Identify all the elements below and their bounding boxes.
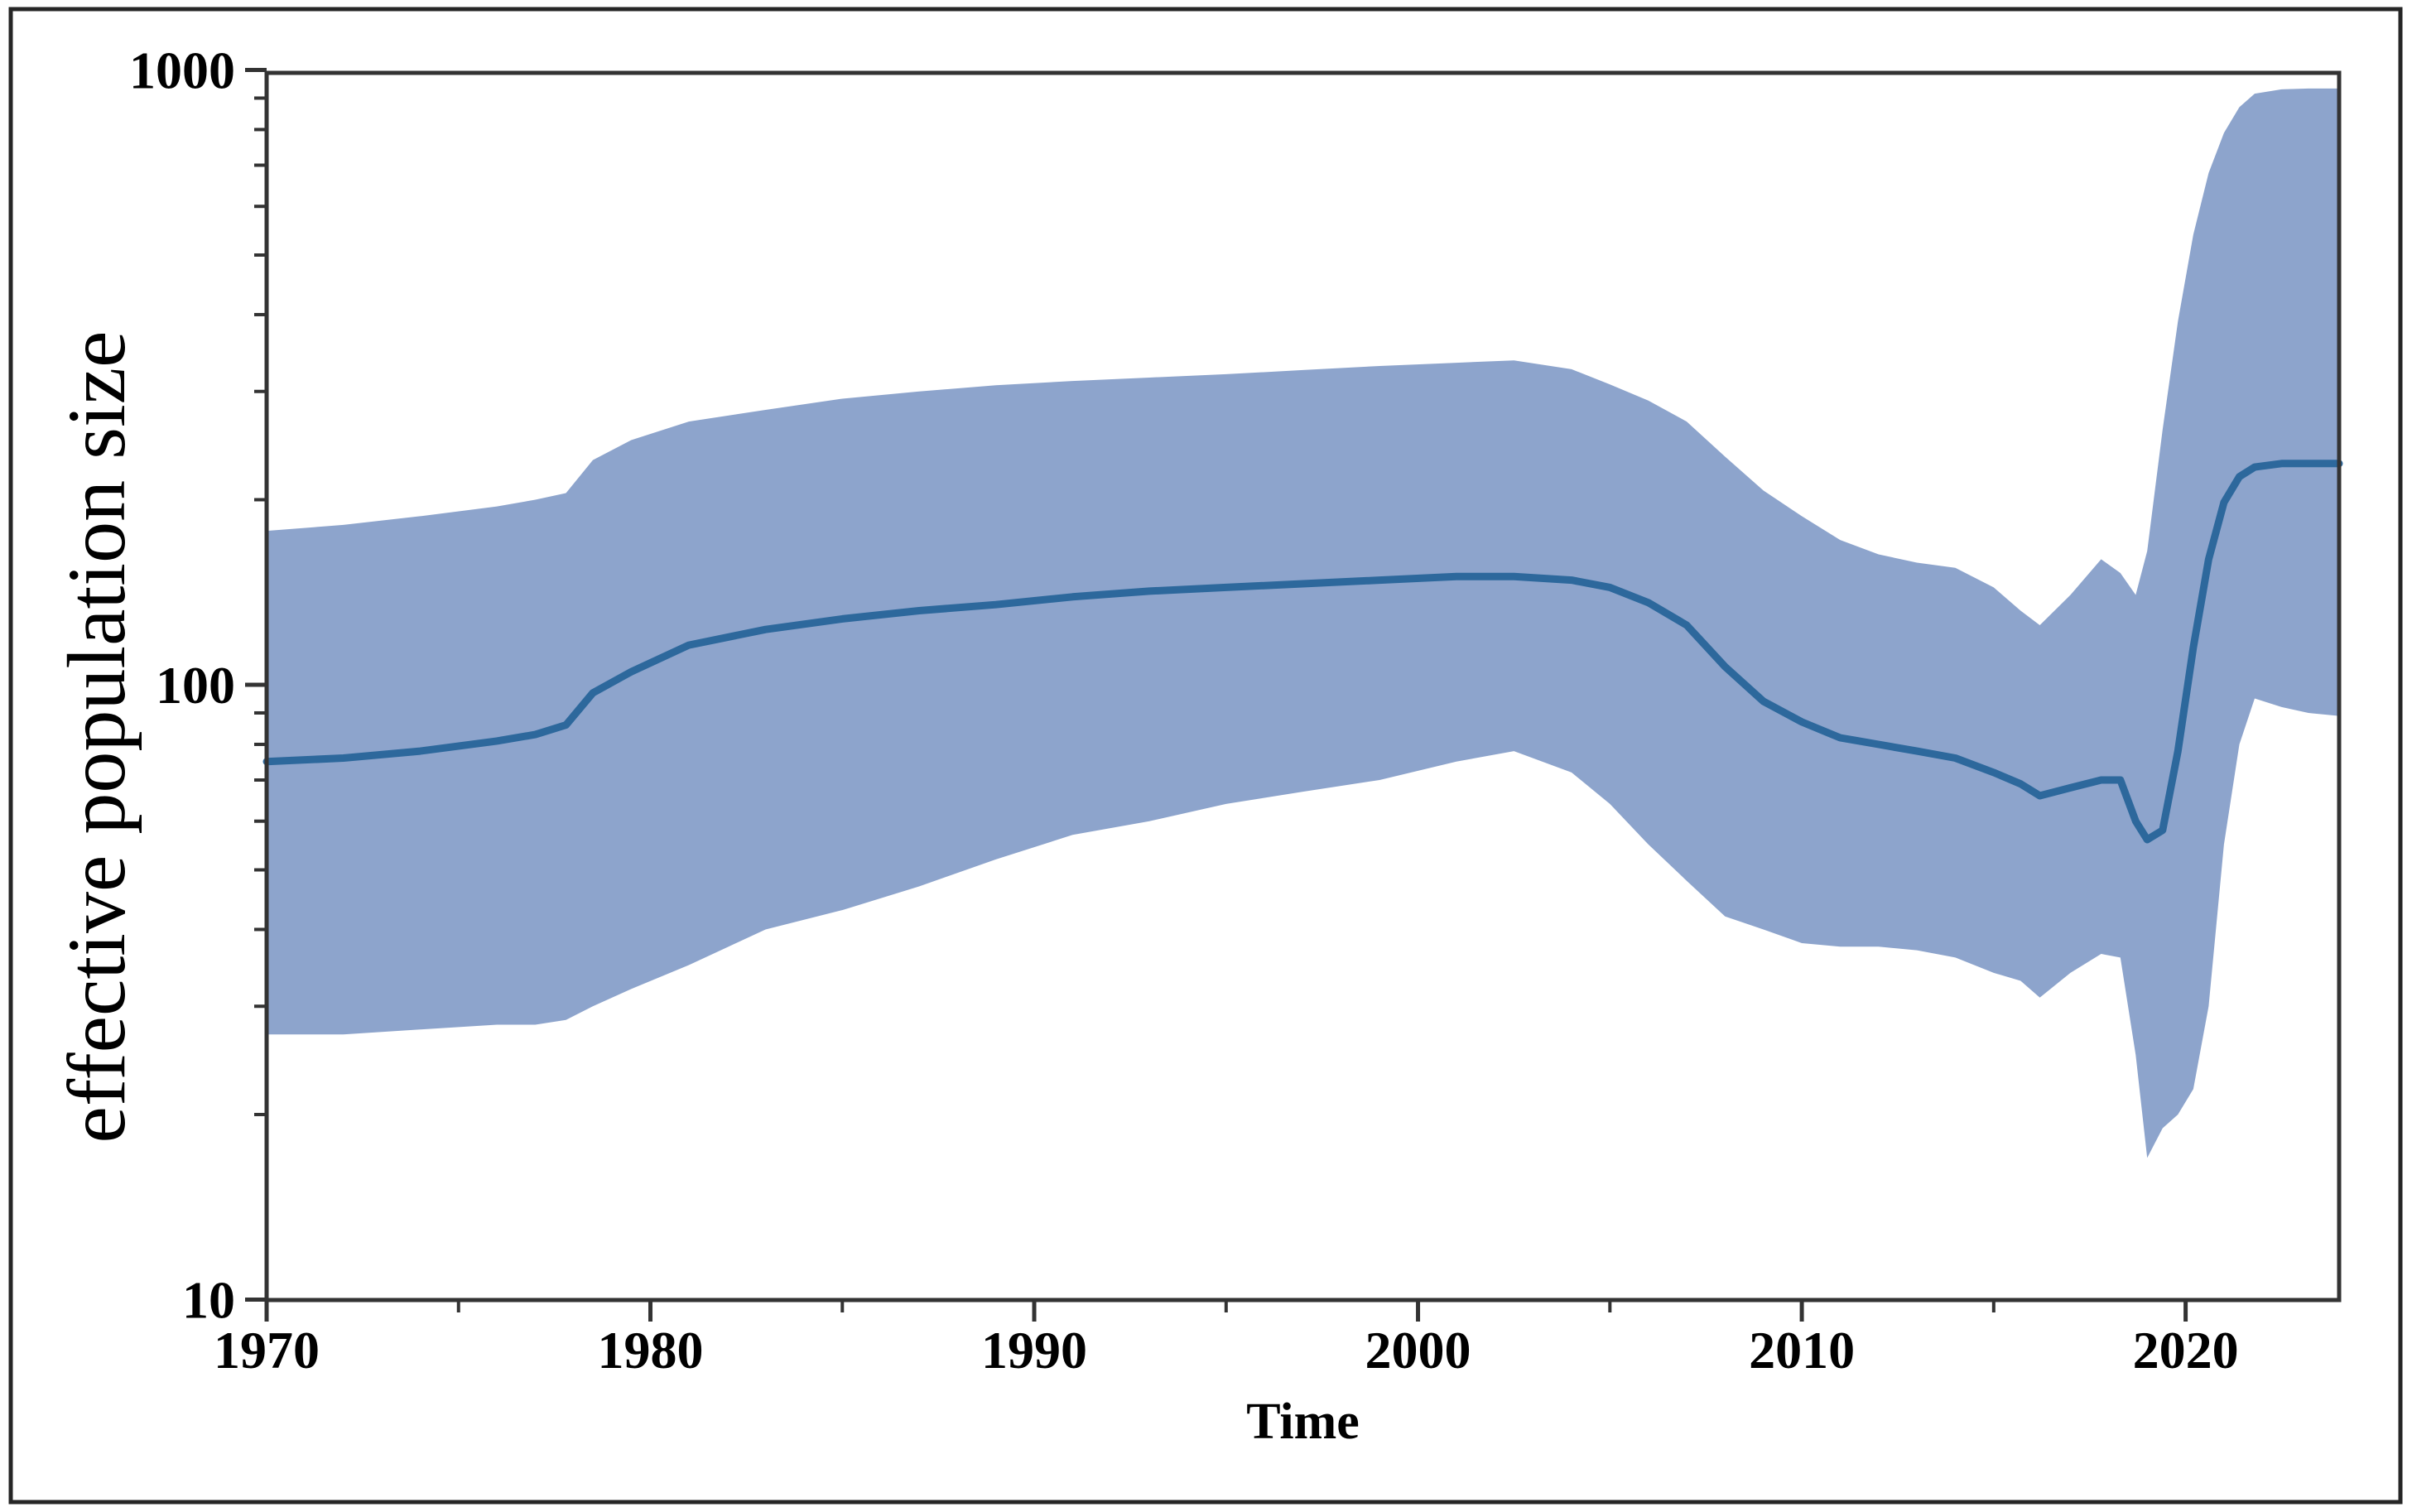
x-axis-title: Time [1246, 1394, 1360, 1450]
y-tick-label: 100 [156, 656, 235, 715]
x-tick-label: 1980 [598, 1321, 704, 1380]
x-tick-label: 1990 [981, 1321, 1087, 1380]
y-axis-title: effective population size [51, 330, 142, 1143]
x-tick-label: 1970 [214, 1321, 320, 1380]
y-tick-label: 10 [182, 1271, 235, 1330]
y-tick-label: 1000 [129, 41, 235, 100]
x-tick-label: 2020 [2133, 1321, 2239, 1380]
x-tick-label: 2000 [1365, 1321, 1471, 1380]
x-tick-label: 2010 [1749, 1321, 1855, 1380]
median-line [262, 460, 2343, 844]
figure-border [8, 7, 2403, 1505]
credible-interval-band [267, 88, 2339, 1158]
